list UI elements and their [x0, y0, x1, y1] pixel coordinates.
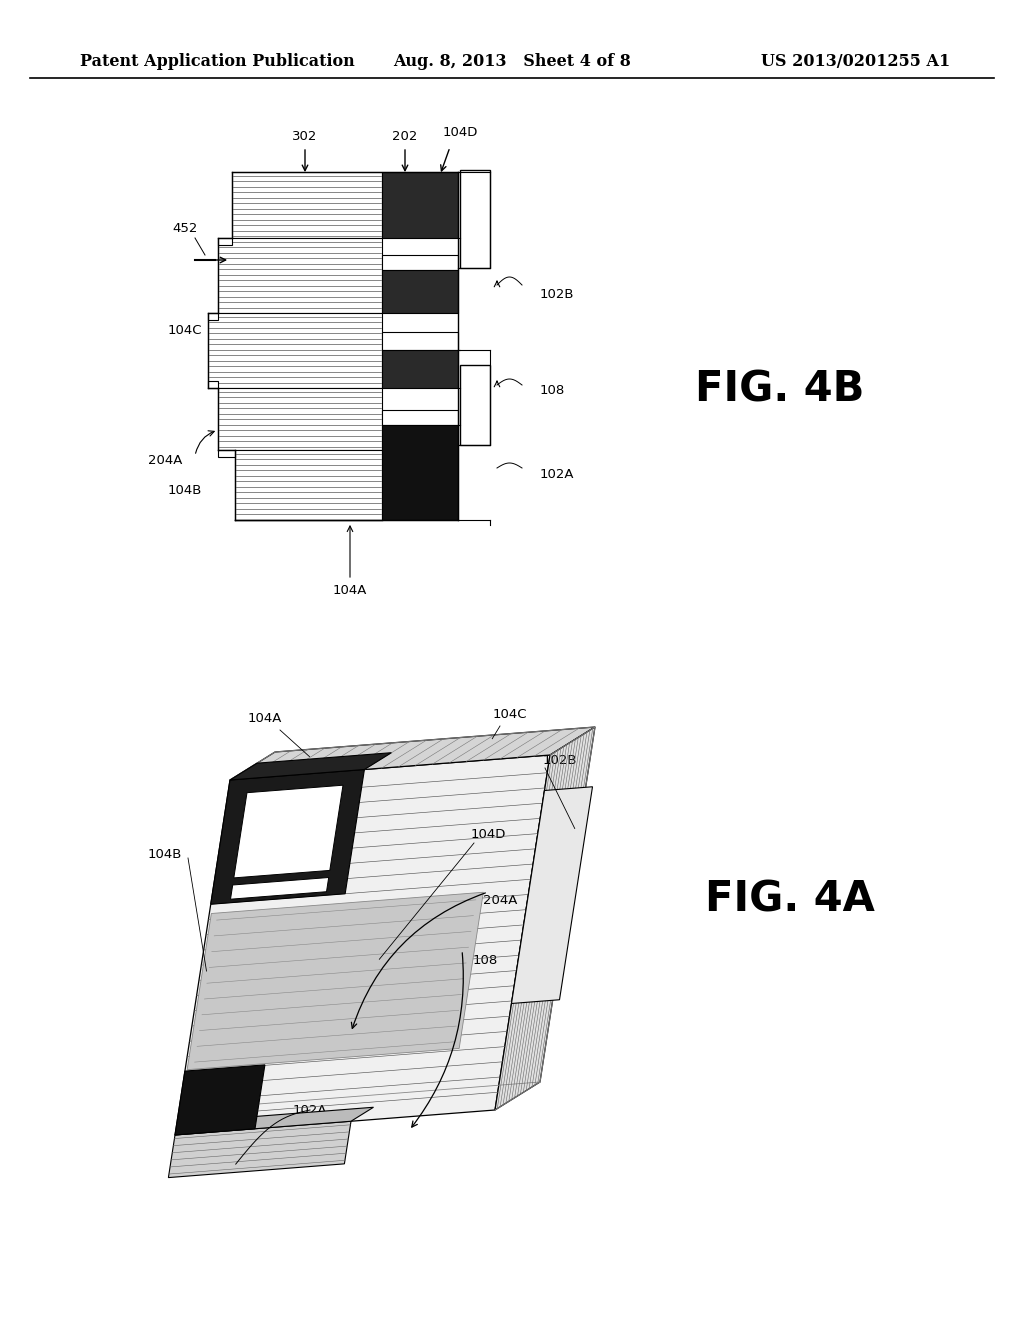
Text: 104C: 104C	[168, 323, 203, 337]
Bar	[382, 350, 458, 388]
Text: 102B: 102B	[540, 289, 574, 301]
Text: FIG. 4B: FIG. 4B	[695, 370, 864, 411]
Polygon shape	[175, 1107, 374, 1135]
Bar	[460, 366, 490, 445]
Text: 204A: 204A	[147, 454, 182, 466]
Text: 104B: 104B	[168, 483, 202, 496]
Bar	[218, 238, 382, 313]
Text: 452: 452	[172, 222, 198, 235]
Text: US 2013/0201255 A1: US 2013/0201255 A1	[761, 54, 950, 70]
Text: 104D: 104D	[470, 829, 506, 842]
Text: 102A: 102A	[540, 469, 574, 482]
Text: 204A: 204A	[482, 894, 517, 907]
Text: 302: 302	[292, 129, 317, 143]
Text: 104A: 104A	[248, 711, 283, 725]
Bar	[382, 425, 458, 520]
Polygon shape	[187, 892, 483, 1069]
Bar	[232, 172, 382, 238]
Bar	[218, 450, 234, 457]
Polygon shape	[230, 878, 329, 899]
Bar	[382, 333, 458, 350]
Text: 108: 108	[540, 384, 565, 396]
Text: 104B: 104B	[147, 849, 182, 862]
Text: 104A: 104A	[333, 583, 368, 597]
Text: 104C: 104C	[493, 709, 527, 722]
Text: Aug. 8, 2013   Sheet 4 of 8: Aug. 8, 2013 Sheet 4 of 8	[393, 54, 631, 70]
Bar	[382, 255, 458, 271]
Text: 108: 108	[472, 953, 498, 966]
Polygon shape	[230, 752, 391, 780]
Polygon shape	[211, 770, 365, 904]
Polygon shape	[233, 785, 343, 878]
Polygon shape	[230, 727, 595, 780]
Bar	[460, 170, 490, 268]
Bar	[382, 172, 458, 238]
Polygon shape	[495, 727, 595, 1110]
Text: 102A: 102A	[293, 1104, 328, 1117]
Polygon shape	[175, 755, 550, 1135]
Bar	[208, 381, 218, 388]
Bar	[382, 411, 458, 425]
Text: 102B: 102B	[543, 754, 578, 767]
Polygon shape	[168, 1121, 351, 1177]
Text: Patent Application Publication: Patent Application Publication	[80, 54, 354, 70]
Bar	[220, 170, 510, 570]
Polygon shape	[512, 787, 593, 1003]
Bar	[218, 238, 232, 246]
Text: FIG. 4A: FIG. 4A	[706, 879, 874, 921]
Text: 202: 202	[392, 129, 418, 143]
Text: 104D: 104D	[442, 125, 477, 139]
Bar	[208, 313, 382, 388]
Bar	[218, 388, 382, 450]
Polygon shape	[175, 1065, 265, 1135]
Bar	[234, 450, 382, 520]
Bar	[382, 271, 458, 313]
Bar	[208, 313, 218, 319]
